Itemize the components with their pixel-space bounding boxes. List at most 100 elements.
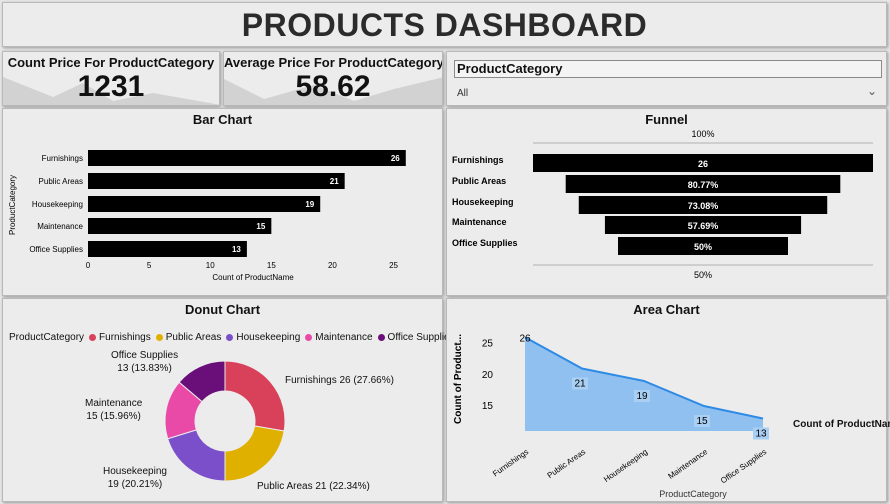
y-tick-label: Office Supplies <box>29 245 83 254</box>
legend-label: Furnishings <box>99 332 151 343</box>
area-data-label-bg <box>572 377 588 390</box>
donut-chart-title: Donut Chart <box>184 302 261 317</box>
area-data-label: 15 <box>696 416 708 427</box>
y-axis-label: ProductCategory <box>8 175 17 235</box>
funnel-data-label: 73.08% <box>688 201 719 211</box>
funnel-panel[interactable]: Funnel 100% 26 Furnishings 80.77% Public Are… <box>446 108 887 296</box>
bar-chart-svg: 0 5 10 15 20 25 Furnishings 26 Public Areas 21 Hou… <box>8 150 406 282</box>
funnel-top-label: 100% <box>691 129 714 139</box>
donut-label-maintenance: Maintenance 15 (15.96%) <box>85 398 143 422</box>
funnel-category-label: Furnishings <box>452 155 504 165</box>
bar-housekeeping <box>88 196 321 212</box>
area-data-label: 26 <box>519 333 531 344</box>
card-label: Count Price For ProductCategory <box>7 55 215 70</box>
x-tick-label: Furnishings <box>491 447 530 478</box>
x-tick-label: 5 <box>147 261 152 270</box>
bar-maintenance <box>88 218 272 234</box>
page-title: PRODUCTS DASHBOARD <box>241 7 648 43</box>
donut-label-housekeeping: Housekeeping 19 (20.21%) <box>103 466 167 490</box>
x-tick-label: 20 <box>328 261 337 270</box>
bar-data-label: 13 <box>232 245 241 254</box>
bar-data-label: 21 <box>330 177 339 186</box>
area-fill <box>525 337 763 431</box>
legend-item-housekeeping[interactable]: Housekeeping <box>226 332 300 343</box>
x-tick-label: Maintenance <box>666 447 709 481</box>
funnel-category-label: Public Areas <box>452 176 506 186</box>
donut-label-furnishings: Furnishings 26 (27.66%) <box>285 375 394 386</box>
area-data-label-bg <box>694 415 710 427</box>
product-category-slicer[interactable]: ProductCategory All ⌄ <box>446 51 887 106</box>
funnel-category-label: Housekeeping <box>452 197 514 207</box>
slicer-title: ProductCategory <box>454 60 882 78</box>
funnel-category-label: Maintenance <box>452 217 507 227</box>
bar-data-label: 26 <box>391 154 400 163</box>
donut-svg <box>164 360 286 482</box>
bar-data-label: 19 <box>305 200 314 209</box>
legend-label: Public Areas <box>165 332 222 343</box>
donut-label-public-areas: Public Areas 21 (22.34%) <box>257 481 370 492</box>
donut-label-office-supplies: Office Supplies 13 (13.83%) <box>111 350 179 374</box>
card-value: 58.62 <box>295 70 371 103</box>
y-axis-label: Count of Product... <box>453 334 464 424</box>
x-axis-label: ProductCategory <box>659 489 727 499</box>
y-tick-label: 20 <box>482 370 494 381</box>
legend-dot <box>89 334 97 341</box>
donut-slice-office-supplies <box>178 360 226 403</box>
legend-dot <box>155 334 163 341</box>
y-tick-label: Furnishings <box>42 154 83 163</box>
area-data-label-bg <box>753 427 769 440</box>
funnel-bar-office-supplies <box>618 237 788 255</box>
legend-item-maintenance[interactable]: Maintenance <box>305 332 373 343</box>
y-tick-label: Maintenance <box>37 222 83 231</box>
donut-slice-public-areas <box>224 425 285 482</box>
bar-furnishings <box>88 150 406 166</box>
legend-item-public-areas[interactable]: Public Areas <box>155 332 222 343</box>
legend-label: Maintenance <box>315 332 373 343</box>
card-sparkline-decoration <box>3 77 219 105</box>
x-tick-label: 0 <box>86 261 91 270</box>
dashboard-title-panel: PRODUCTS DASHBOARD <box>2 2 887 47</box>
x-tick-label: Office Supplies <box>719 447 768 485</box>
area-svg: 25 20 15 26 21 19 15 13 Furnishings Public Areas H… <box>453 333 769 499</box>
funnel-data-label: 57.69% <box>688 221 719 231</box>
y-tick-label: 15 <box>482 401 494 412</box>
y-tick-label: 25 <box>482 339 494 350</box>
funnel-bar-furnishings <box>533 154 873 172</box>
funnel-bottom-label: 50% <box>694 270 712 280</box>
card-sparkline-decoration <box>224 77 442 105</box>
x-tick-label: 25 <box>389 261 398 270</box>
bar-chart-title: Bar Chart <box>192 112 253 127</box>
chevron-down-icon[interactable]: ⌄ <box>866 84 877 98</box>
legend-title: ProductCategory <box>9 332 85 343</box>
slicer-dropdown-value[interactable]: All <box>457 88 469 99</box>
count-price-card[interactable]: Count Price For ProductCategory 1231 <box>2 51 220 106</box>
card-value: 1231 <box>77 70 145 103</box>
funnel-svg: 100% 26 Furnishings 80.77% Public Areas 73.08… <box>452 129 873 280</box>
area-data-label: 21 <box>574 379 586 390</box>
funnel-category-label: Office Supplies <box>452 238 518 248</box>
x-tick-label: 15 <box>267 261 276 270</box>
donut-slice-housekeeping <box>167 429 226 482</box>
average-price-card[interactable]: Average Price For ProductCategory 58.62 <box>223 51 443 106</box>
legend-item-furnishings[interactable]: Furnishings <box>89 332 151 343</box>
donut-chart-panel[interactable]: Donut Chart ProductCategory Furnishings P… <box>2 298 455 502</box>
legend-label: Office Supplies <box>387 332 455 343</box>
donut-legend: ProductCategory Furnishings Public Areas H… <box>9 332 460 343</box>
funnel-title: Funnel <box>645 112 688 127</box>
bar-data-label: 15 <box>256 222 265 231</box>
x-axis-label: Count of ProductName <box>212 273 294 282</box>
legend-dot <box>377 334 385 341</box>
legend-dot <box>226 334 234 341</box>
donut-slice-furnishings <box>224 360 286 432</box>
x-tick-label: Public Areas <box>546 447 588 480</box>
legend-item-office-supplies[interactable]: Office Supplies <box>377 332 455 343</box>
area-data-label: 13 <box>755 429 767 440</box>
bar-chart-panel[interactable]: Bar Chart 0 5 10 15 20 25 Furnishings 26 Public … <box>2 108 443 296</box>
area-chart-title: Area Chart <box>633 302 700 317</box>
area-chart-panel[interactable]: Area Chart 25 20 15 26 21 19 15 13 Furnishings Pu… <box>446 298 890 502</box>
area-data-label: 19 <box>636 391 648 402</box>
funnel-bar-public-areas <box>565 175 841 193</box>
funnel-data-label: 50% <box>694 242 712 252</box>
x-tick-label: Housekeeping <box>602 447 649 484</box>
area-series-label: Count of ProductName <box>793 419 890 430</box>
